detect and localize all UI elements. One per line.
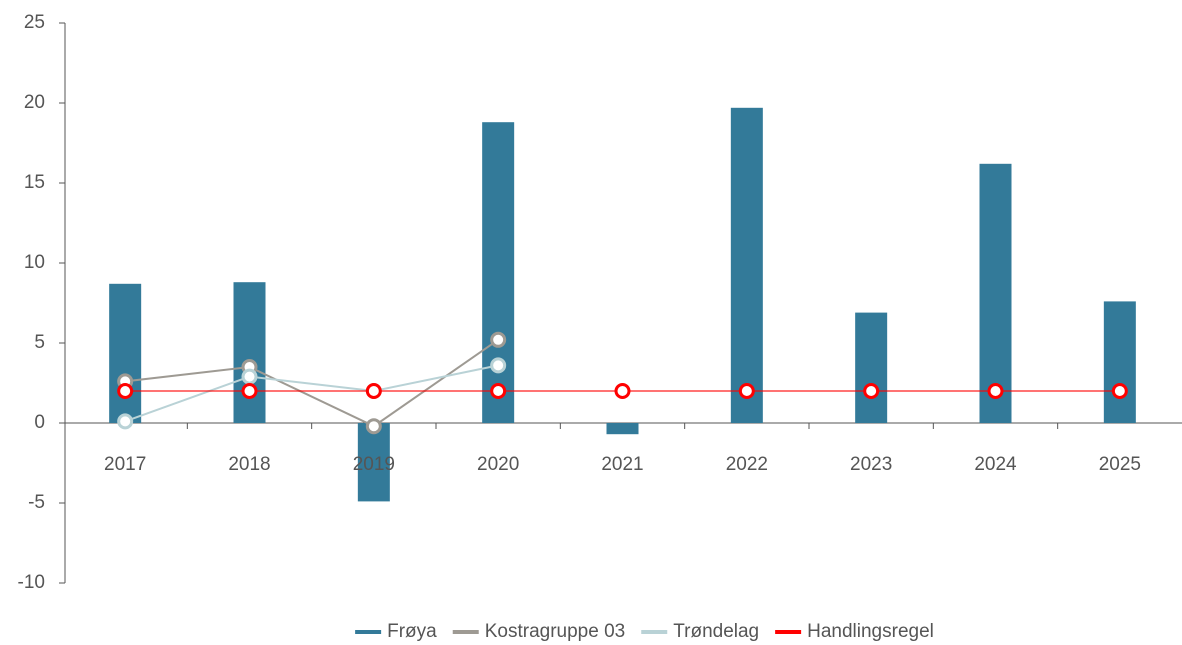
marker [490,331,507,348]
x-tick-label: 2017 [104,454,146,475]
x-tick-label: 2021 [601,454,643,475]
x-tick-label: 2020 [477,454,519,475]
bar [855,312,888,423]
bar [482,122,515,423]
legend-label: Frøya [387,621,437,642]
marker [490,357,507,374]
y-tick-label: 25 [24,12,45,33]
bar [233,282,266,423]
x-tick-label: 2019 [353,454,395,475]
x-tick-label: 2022 [726,454,768,475]
legend-label: Kostragruppe 03 [485,621,626,642]
line [124,364,499,423]
y-tick-label: 0 [34,412,45,433]
x-tick-label: 2023 [850,454,892,475]
y-tick-label: 15 [24,172,45,193]
y-tick-label: 5 [34,332,45,353]
y-tick-label: -10 [18,572,45,593]
y-tick-label: 20 [24,92,45,113]
bar [357,423,390,502]
line [125,338,499,428]
x-tick-label: 2025 [1099,454,1141,475]
marker [241,383,258,399]
marker [241,368,258,385]
legend-label: Trøndelag [673,621,759,642]
marker [987,383,1004,399]
marker [490,383,507,399]
marker [117,383,134,399]
marker [1111,383,1128,399]
bar [730,107,763,424]
x-tick-label: 2024 [974,454,1017,475]
marker [614,383,631,399]
bar [979,163,1012,424]
marker [365,418,382,435]
legend-label: Handlingsregel [807,621,934,642]
bar [1103,301,1136,423]
y-tick-label: 10 [24,252,45,273]
bar [109,283,142,423]
bar [606,423,639,435]
x-tick-label: 2018 [228,454,270,475]
marker [738,383,755,399]
marker [365,383,382,399]
y-tick-label: -5 [28,492,45,513]
marker [117,413,134,430]
marker [863,383,880,399]
